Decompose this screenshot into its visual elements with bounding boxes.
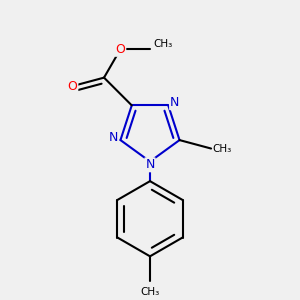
Text: CH₃: CH₃ [153, 39, 172, 50]
Text: CH₃: CH₃ [213, 143, 232, 154]
Text: O: O [116, 43, 125, 56]
Text: O: O [68, 80, 77, 93]
Text: CH₃: CH₃ [140, 287, 160, 297]
Text: N: N [109, 131, 118, 144]
Text: N: N [170, 96, 179, 109]
Text: N: N [145, 158, 155, 171]
